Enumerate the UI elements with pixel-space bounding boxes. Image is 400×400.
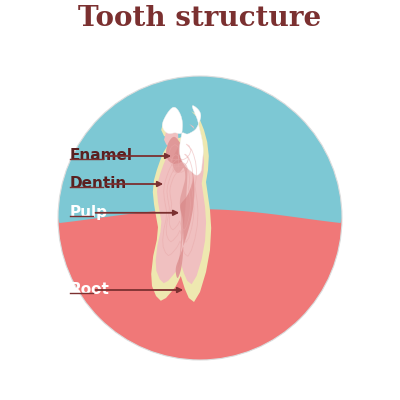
Polygon shape xyxy=(166,137,194,278)
Circle shape xyxy=(58,76,342,360)
Polygon shape xyxy=(173,143,188,268)
Text: Pulp: Pulp xyxy=(70,205,108,220)
Polygon shape xyxy=(58,209,342,360)
Polygon shape xyxy=(162,106,203,175)
Text: Dentin: Dentin xyxy=(70,176,127,192)
Text: Tooth structure: Tooth structure xyxy=(78,4,322,32)
Text: Root: Root xyxy=(70,282,110,298)
Polygon shape xyxy=(151,111,211,302)
Polygon shape xyxy=(156,124,206,284)
Text: Enamel: Enamel xyxy=(70,148,133,164)
